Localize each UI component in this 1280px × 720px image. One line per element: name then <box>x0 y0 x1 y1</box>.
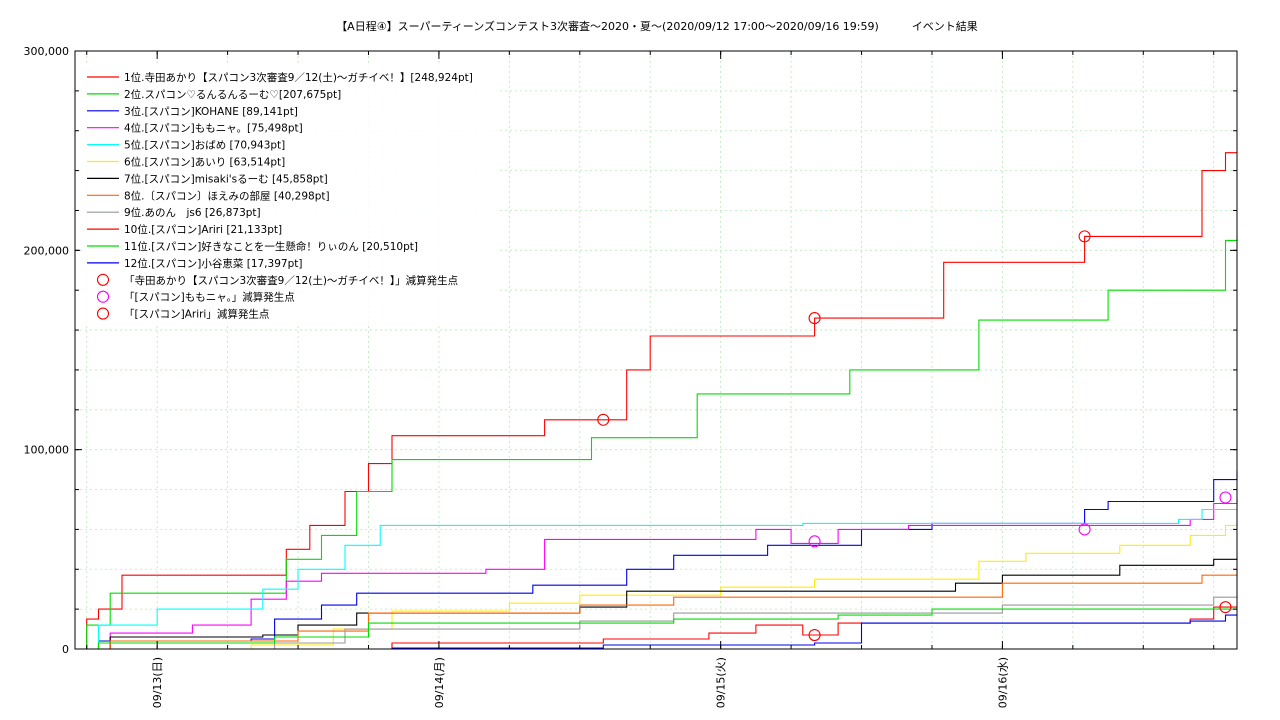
deduction-marker-3 <box>808 628 821 642</box>
x-tick-label: 09/13(日) <box>151 657 164 708</box>
legend-label: 2位.スパコン♡るんるんるーむ♡[207,675pt] <box>124 88 341 101</box>
legend: 1位.寺田あかり【スパコン3次審査9／12(土)～ガチイベ！】[248,924p… <box>80 64 500 324</box>
deduction-marker-1 <box>1078 230 1091 243</box>
markers-layer <box>597 230 1232 642</box>
series-line-5 <box>75 507 1238 650</box>
legend-label: 4位.[スパコン]ももニャ。[75,498pt] <box>124 122 303 135</box>
legend-marker <box>96 290 110 303</box>
deduction-marker-1 <box>597 413 610 426</box>
axes: 0 100,000 200,000 300,000 09/13(日) 09/14(月) 09… <box>24 45 1237 708</box>
series-line-7 <box>75 557 1238 650</box>
legend-label: 6位.[スパコン]あいり [63,514pt] <box>124 156 285 169</box>
deduction-marker-3 <box>1219 601 1232 614</box>
y-tick-label: 100,000 <box>24 444 70 457</box>
y-tick-label: 200,000 <box>24 244 70 257</box>
legend-label: 5位.[スパコン]おばめ [70,943pt] <box>124 139 285 152</box>
legend-label: 11位.[スパコン]好きなことを一生懸命！りぃのん [20,510pt] <box>124 240 418 253</box>
chart-title: 【A日程④】スーパーティーンズコンテスト3次審査～2020・夏～(2020/09… <box>336 19 978 33</box>
series-line-3 <box>75 471 1238 650</box>
legend-marker <box>96 307 110 320</box>
legend-label: 12位.[スパコン]小谷恵菜 [17,397pt] <box>124 257 302 270</box>
legend-background <box>80 64 500 324</box>
plot-frame <box>74 50 1238 650</box>
legend-label: 「[スパコン]ももニャ。」減算発生点 <box>124 291 295 304</box>
deduction-marker-2 <box>1219 491 1232 504</box>
series-layer <box>75 152 1238 650</box>
series-line-1 <box>75 152 1238 650</box>
legend-label: 「寺田あかり【スパコン3次審査9／12(土)～ガチイベ！】」減算発生点 <box>124 274 458 287</box>
series-line-4 <box>75 498 1238 650</box>
deduction-marker-1 <box>808 312 821 325</box>
legend-marker <box>96 273 110 286</box>
legend-label: 「[スパコン]Ariri」減算発生点 <box>124 308 269 321</box>
x-tick-label: 09/15(火) <box>715 657 728 708</box>
legend-label: 7位.[スパコン]misaki'sるーむ [45,858pt] <box>124 172 328 185</box>
series-line-12 <box>75 614 1238 650</box>
y-tick-label: 300,000 <box>24 45 70 58</box>
y-tick-label: 0 <box>62 643 69 656</box>
deduction-marker-2 <box>808 535 821 548</box>
legend-label: 9位.あのん js6 [26,873pt] <box>124 206 261 219</box>
x-tick-label: 09/14(月) <box>433 657 446 708</box>
legend-label: 1位.寺田あかり【スパコン3次審査9／12(土)～ガチイベ！】[248,924p… <box>124 71 473 84</box>
grid <box>75 51 1237 649</box>
series-line-2 <box>75 235 1238 650</box>
legend-label: 3位.[スパコン]KOHANE [89,141pt] <box>124 105 298 118</box>
series-line-11 <box>75 608 1238 650</box>
series-line-10 <box>75 606 1238 650</box>
legend-label: 10位.[スパコン]Ariri [21,133pt] <box>124 223 282 236</box>
x-tick-label: 09/16(水) <box>996 657 1009 708</box>
series-line-6 <box>75 522 1238 650</box>
series-line-8 <box>75 568 1238 650</box>
legend-label: 8位.〔スパコン〕ほえみの部屋 [40,298pt] <box>124 189 330 202</box>
deduction-marker-2 <box>1078 523 1091 536</box>
